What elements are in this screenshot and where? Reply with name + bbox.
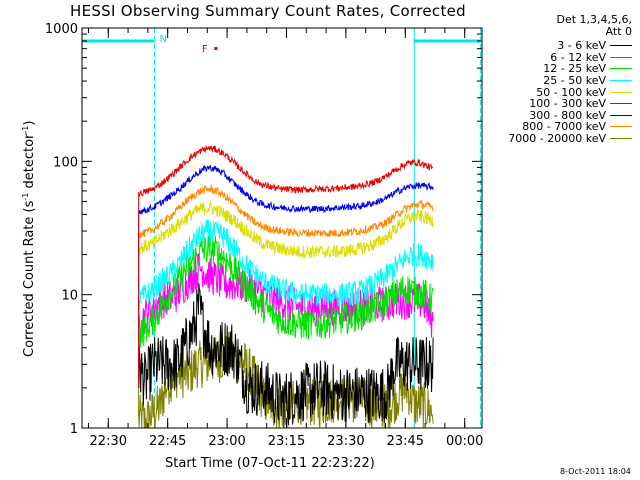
flare-label: F	[202, 44, 208, 55]
legend-entry: 25 - 50 keV	[478, 74, 632, 88]
x-tick-label: 23:00	[208, 434, 245, 449]
legend-header-detectors: Det 1,3,4,5,6,	[556, 13, 632, 26]
series-50-100-keV	[138, 201, 434, 259]
legend-swatch	[610, 80, 632, 82]
x-tick-label: 23:30	[327, 434, 364, 449]
series-300-800-keV	[138, 164, 434, 215]
legend-swatch	[610, 68, 632, 70]
flare-marker	[214, 47, 218, 50]
legend-entry-label: 3 - 6 keV	[557, 39, 606, 53]
x-tick-label: 23:45	[387, 434, 424, 449]
legend-swatch	[610, 138, 632, 140]
legend: Det 1,3,4,5,6, Att 0 3 - 6 keV 6 - 12 keV…	[478, 13, 632, 146]
x-axis-label: Start Time (07-Oct-11 22:23:22)	[165, 456, 375, 471]
legend-swatch	[610, 114, 632, 116]
legend-entry: 12 - 25 keV	[478, 62, 632, 76]
legend-swatch	[610, 126, 632, 128]
chart-title: HESSI Observing Summary Count Rates, Cor…	[70, 2, 466, 20]
y-axis-label: Corrected Count Rate (s-1 detector-1)	[21, 120, 37, 357]
legend-swatch	[610, 56, 632, 58]
y-tick-label: 10	[61, 289, 78, 304]
legend-entry: 3 - 6 keV	[478, 39, 632, 53]
legend-entry: 300 - 800 keV	[478, 108, 632, 122]
legend-entry-label: 50 - 100 keV	[536, 85, 606, 99]
legend-swatch	[610, 45, 632, 47]
legend-header-attenuator: Att 0	[605, 25, 632, 38]
generation-timestamp: 8-Oct-2011 18:04	[560, 467, 631, 476]
legend-swatch	[610, 91, 632, 93]
plot-frame	[81, 27, 483, 429]
x-tick-label: 00:00	[446, 434, 483, 449]
x-tick-label: 22:30	[90, 434, 127, 449]
legend-entry-label: 100 - 300 keV	[529, 97, 606, 111]
series-100-300-keV	[138, 145, 434, 197]
legend-entry: 50 - 100 keV	[478, 85, 632, 99]
legend-entry-label: 800 - 7000 keV	[522, 120, 606, 134]
series-lines	[138, 145, 434, 429]
legend-entry: 7000 - 20000 keV	[478, 132, 632, 146]
y-tick-label: 100	[53, 155, 78, 170]
legend-entry-label: 300 - 800 keV	[529, 108, 606, 122]
night-and-flare-markers: NF	[82, 28, 481, 428]
series-25-50-keV	[138, 218, 434, 310]
y-tick-label: 1000	[45, 22, 78, 37]
legend-entry-label: 7000 - 20000 keV	[508, 132, 606, 146]
x-tick-label: 22:45	[149, 434, 186, 449]
legend-entry-label: 25 - 50 keV	[543, 74, 606, 88]
legend-entry-label: 6 - 12 keV	[550, 50, 606, 64]
legend-swatch	[610, 103, 632, 105]
legend-entry: 6 - 12 keV	[478, 50, 632, 64]
legend-entry: 800 - 7000 keV	[478, 120, 632, 134]
axes-frame: 1 10 100 1000 22:30 22:45 23:00 23:15 23:30 23:45…	[45, 22, 484, 449]
legend-entry-label: 12 - 25 keV	[543, 62, 606, 76]
legend-entry: 100 - 300 keV	[478, 97, 632, 111]
night-label: N	[159, 34, 166, 45]
x-tick-label: 23:15	[268, 434, 305, 449]
series-3-6-keV	[138, 283, 434, 428]
y-tick-label: 1	[70, 422, 78, 437]
series-800-7000-keV	[138, 184, 434, 239]
